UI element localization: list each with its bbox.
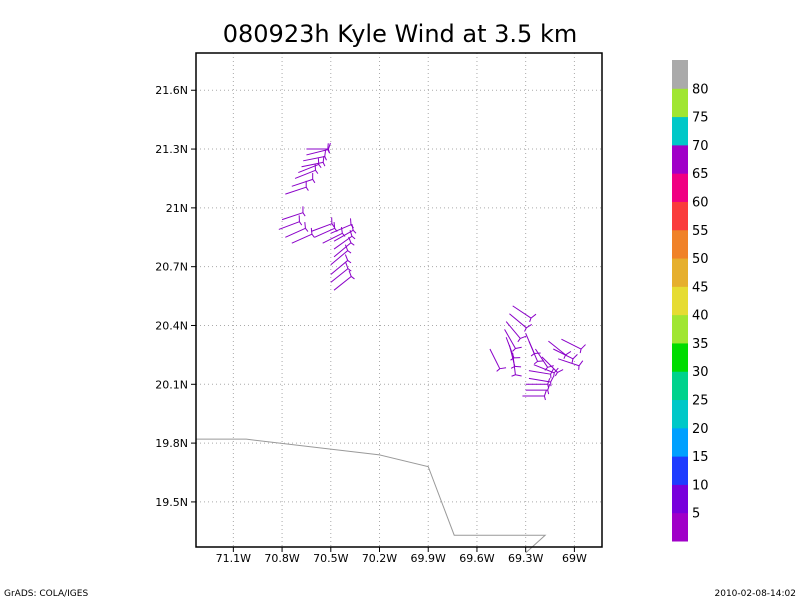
footer-left: GrADS: COLA/IGES (4, 589, 88, 599)
plot-frame (195, 52, 603, 548)
wind-barb (333, 236, 355, 258)
y-tick-label: 19.8N (155, 437, 188, 450)
colorbar-swatch (672, 173, 688, 202)
y-tick-label: 21.3N (155, 143, 188, 156)
x-tick-label: 70.5W (313, 552, 348, 565)
colorbar-label: 20 (692, 422, 709, 437)
colorbar-label: 65 (692, 167, 709, 182)
wind-barb (528, 376, 555, 387)
wind-barb (509, 313, 532, 332)
wind-barb (314, 221, 338, 238)
wind-barb (285, 180, 309, 195)
wind-barb (522, 389, 547, 401)
wind-barb (333, 223, 357, 242)
x-tick-label: 69W (562, 552, 587, 565)
colorbar-label: 45 (692, 280, 709, 295)
colorbar-label: 35 (692, 337, 709, 352)
wind-barb (291, 227, 315, 244)
colorbar-label: 50 (692, 252, 709, 267)
x-tick-label: 69.9W (411, 552, 446, 565)
colorbar-label: 60 (692, 195, 709, 210)
wind-barb (512, 305, 537, 323)
colorbar-swatch (672, 116, 688, 146)
x-tick-label: 69.3W (508, 552, 543, 565)
wind-barb (553, 348, 578, 363)
wind-barb (281, 206, 306, 221)
x-tick-label: 70.2W (362, 552, 397, 565)
wind-barb (301, 156, 326, 168)
wind-barb (278, 215, 303, 230)
x-tick-label: 70.8W (264, 552, 299, 565)
coastline-layer (196, 438, 547, 554)
colorbar-swatch (672, 144, 688, 174)
wind-barb (528, 368, 555, 379)
wind-barb (561, 338, 586, 354)
colorbar-swatch (672, 286, 688, 316)
coastline (196, 438, 547, 554)
wind-barb (534, 348, 554, 371)
wind-barb (489, 348, 507, 372)
colorbar-label: 75 (692, 111, 709, 126)
colorbar-label: 30 (692, 365, 709, 380)
colorbar-swatch (672, 60, 688, 89)
colorbar: 5 10 15 20 25 30 35 40 45 50 55 60 65 70 75 80 (672, 60, 709, 542)
colorbar-label: 25 (692, 394, 709, 409)
colorbar-swatch (672, 456, 688, 485)
wind-barb (504, 329, 522, 352)
y-tick-label: 21.6N (155, 84, 188, 97)
y-tick-label: 21N (166, 202, 188, 215)
wind-barbs-layer (278, 142, 586, 401)
colorbar-swatch (672, 201, 688, 231)
wind-barb (505, 321, 527, 343)
colorbar-swatch (672, 314, 688, 344)
wind-barb (322, 226, 346, 244)
wind-barb (311, 217, 335, 232)
colorbar-swatch (672, 427, 688, 457)
colorbar-label: 10 (692, 478, 709, 493)
y-tick-label: 20.7N (155, 261, 188, 274)
wind-barb (306, 143, 331, 156)
colorbar-label: 55 (692, 224, 709, 239)
wind-barb (541, 356, 564, 377)
wind-barb (511, 352, 522, 377)
wind-barb (330, 244, 352, 266)
x-tick-label: 69.6W (459, 552, 494, 565)
chart-title: 080923h Kyle Wind at 3.5 km (223, 20, 577, 48)
colorbar-label: 5 (692, 507, 700, 522)
footer-right: 2010-02-08-14:02 (715, 589, 797, 599)
colorbar-swatch (672, 342, 688, 372)
x-axis-ticks: 71.1W 70.8W 70.5W 70.2W 69.9W 69.6W 69.3W 69W (216, 547, 587, 565)
colorbar-label: 70 (692, 139, 709, 154)
wind-barb (333, 270, 355, 291)
colorbar-swatch (672, 88, 688, 118)
colorbar-swatch (672, 512, 688, 542)
wind-barb (291, 173, 316, 187)
y-tick-label: 20.1N (155, 378, 188, 391)
colorbar-label: 40 (692, 309, 709, 324)
colorbar-label: 80 (692, 82, 709, 97)
y-axis-ticks: 21.6N 21.3N 21N 20.7N 20.4N 20.1N 19.8N 19.5N (155, 84, 196, 509)
wind-barb (557, 358, 584, 370)
wind-barb (330, 254, 352, 275)
colorbar-swatch (672, 258, 688, 287)
colorbar-swatch (672, 229, 688, 259)
wind-barb (285, 221, 309, 238)
colorbar-swatch (672, 371, 688, 401)
wind-barb (294, 163, 319, 179)
wind-barb (525, 384, 551, 395)
x-tick-label: 71.1W (216, 552, 251, 565)
wind-barb (330, 262, 352, 283)
wind-barb (528, 340, 544, 365)
wind-barb (533, 364, 559, 378)
grid-lines (196, 53, 602, 547)
y-tick-label: 20.4N (155, 319, 188, 332)
colorbar-swatch (672, 484, 688, 514)
wind-barb (303, 150, 327, 162)
colorbar-label: 15 (692, 450, 709, 465)
y-tick-label: 19.5N (155, 496, 188, 509)
colorbar-swatch (672, 399, 688, 429)
